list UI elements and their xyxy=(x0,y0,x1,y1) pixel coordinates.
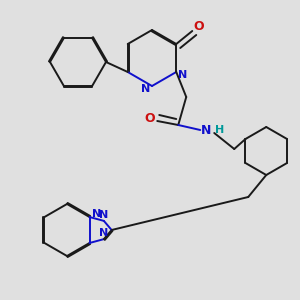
Text: N: N xyxy=(99,228,109,238)
Text: N: N xyxy=(92,209,101,219)
Text: O: O xyxy=(193,20,204,32)
Text: N: N xyxy=(201,124,211,136)
Text: O: O xyxy=(144,112,154,124)
Text: H: H xyxy=(214,125,224,135)
Text: N: N xyxy=(178,70,187,80)
Text: N: N xyxy=(99,210,109,220)
Text: N: N xyxy=(141,84,151,94)
